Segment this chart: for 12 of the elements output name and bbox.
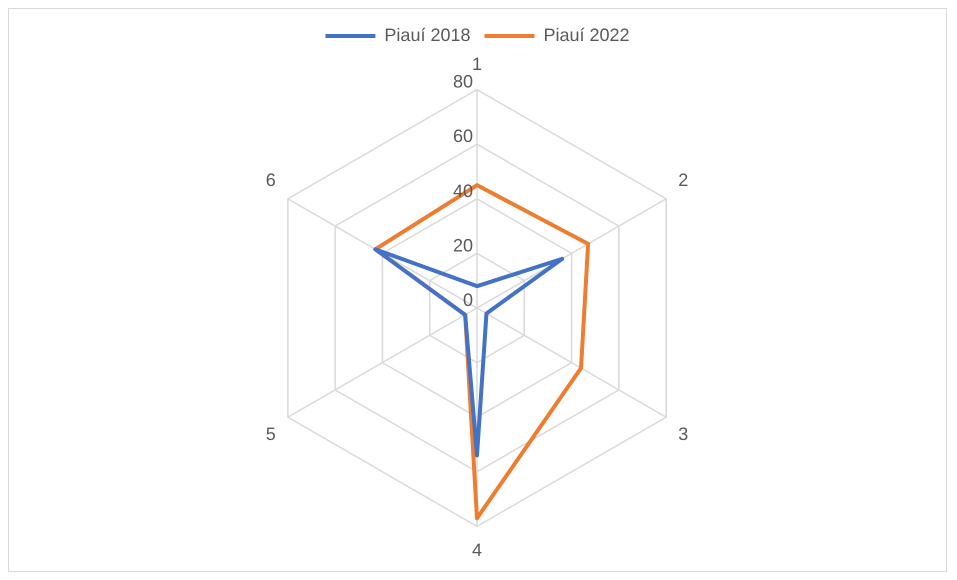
spoke-label: 5	[266, 424, 276, 444]
y-tick-label: 60	[452, 126, 473, 146]
legend-label: Piauí 2022	[544, 24, 630, 45]
legend-label: Piauí 2018	[384, 24, 471, 45]
y-tick-label: 80	[452, 72, 473, 92]
spoke-label: 3	[678, 424, 688, 444]
spoke-label: 4	[472, 540, 482, 560]
y-tick-label: 0	[462, 290, 473, 310]
y-tick-label: 20	[452, 235, 473, 256]
spoke-label: 1	[472, 54, 482, 74]
spoke-label: 2	[678, 170, 688, 190]
spoke-label: 6	[266, 170, 276, 190]
